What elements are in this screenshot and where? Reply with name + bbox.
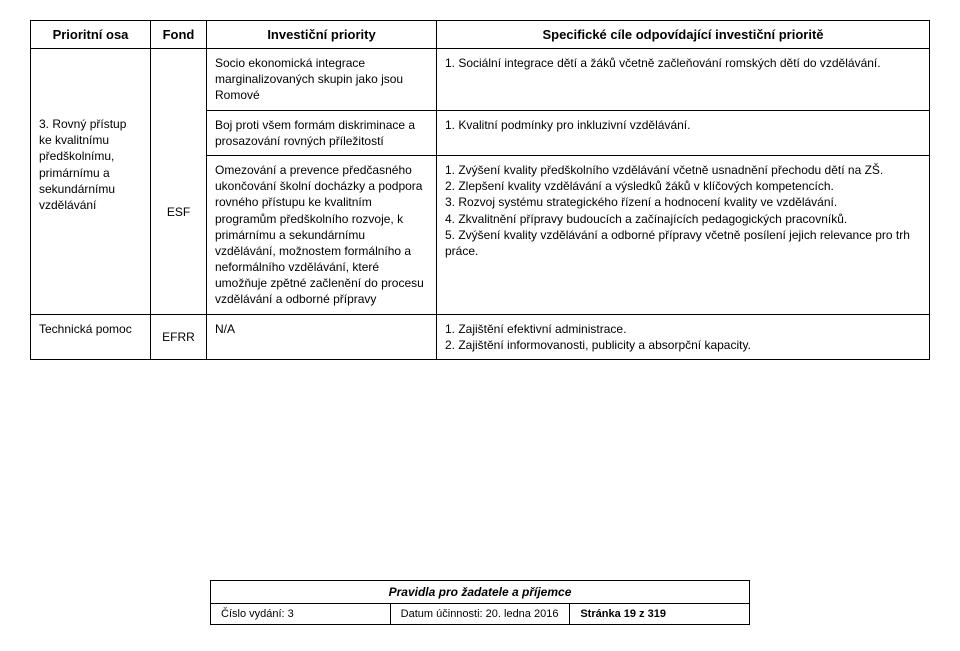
header-fond: Fond (151, 21, 207, 49)
cell-cile: 1. Zvýšení kvality předškolního vzdělává… (437, 155, 930, 314)
cell-priority: Omezování a prevence předčasného ukončov… (207, 155, 437, 314)
cell-priority: Socio ekonomická integrace marginalizova… (207, 49, 437, 111)
cell-cile: 1. Zajištění efektivní administrace. 2. … (437, 314, 930, 359)
table-header-row: Prioritní osa Fond Investiční priority S… (31, 21, 930, 49)
footer-meta-row: Číslo vydání: 3 Datum účinnosti: 20. led… (210, 603, 750, 625)
header-priority: Investiční priority (207, 21, 437, 49)
footer-date: Datum účinnosti: 20. ledna 2016 (391, 604, 571, 624)
cell-osa-empty (31, 49, 151, 111)
footer-page: Stránka 19 z 319 (570, 604, 749, 624)
page-footer: Pravidla pro žadatele a příjemce Číslo v… (210, 580, 750, 625)
header-cile: Specifické cíle odpovídající investiční … (437, 21, 930, 49)
cell-fond-empty (151, 49, 207, 111)
table-row: 3. Rovný přístup ke kvalitnímu předškoln… (31, 110, 930, 155)
cile-line: 2. Zlepšení kvality vzdělávání a výsledk… (445, 179, 834, 193)
table-row: Technická pomoc EFRR N/A 1. Zajištění ef… (31, 314, 930, 359)
cell-cile: 1. Sociální integrace dětí a žáků včetně… (437, 49, 930, 111)
cile-line: 5. Zvýšení kvality vzdělávání a odborné … (445, 228, 910, 258)
cell-cile: 1. Kvalitní podmínky pro inkluzivní vzdě… (437, 110, 930, 155)
cile-line: 1. Zvýšení kvality předškolního vzdělává… (445, 163, 883, 177)
cell-osa: 3. Rovný přístup ke kvalitnímu předškoln… (31, 110, 151, 314)
footer-issue: Číslo vydání: 3 (211, 604, 391, 624)
priority-table: Prioritní osa Fond Investiční priority S… (30, 20, 930, 360)
header-osa: Prioritní osa (31, 21, 151, 49)
cile-line: 4. Zkvalitnění přípravy budoucích a začí… (445, 212, 847, 226)
cell-osa: Technická pomoc (31, 314, 151, 359)
cile-line: 1. Zajištění efektivní administrace. (445, 322, 626, 336)
cell-priority: N/A (207, 314, 437, 359)
cell-fond: ESF (151, 110, 207, 314)
footer-title: Pravidla pro žadatele a příjemce (210, 580, 750, 603)
cell-priority: Boj proti všem formám diskriminace a pro… (207, 110, 437, 155)
cile-line: 3. Rozvoj systému strategického řízení a… (445, 195, 837, 209)
cile-line: 2. Zajištění informovanosti, publicity a… (445, 338, 751, 352)
table-row: Socio ekonomická integrace marginalizova… (31, 49, 930, 111)
cell-fond: EFRR (151, 314, 207, 359)
